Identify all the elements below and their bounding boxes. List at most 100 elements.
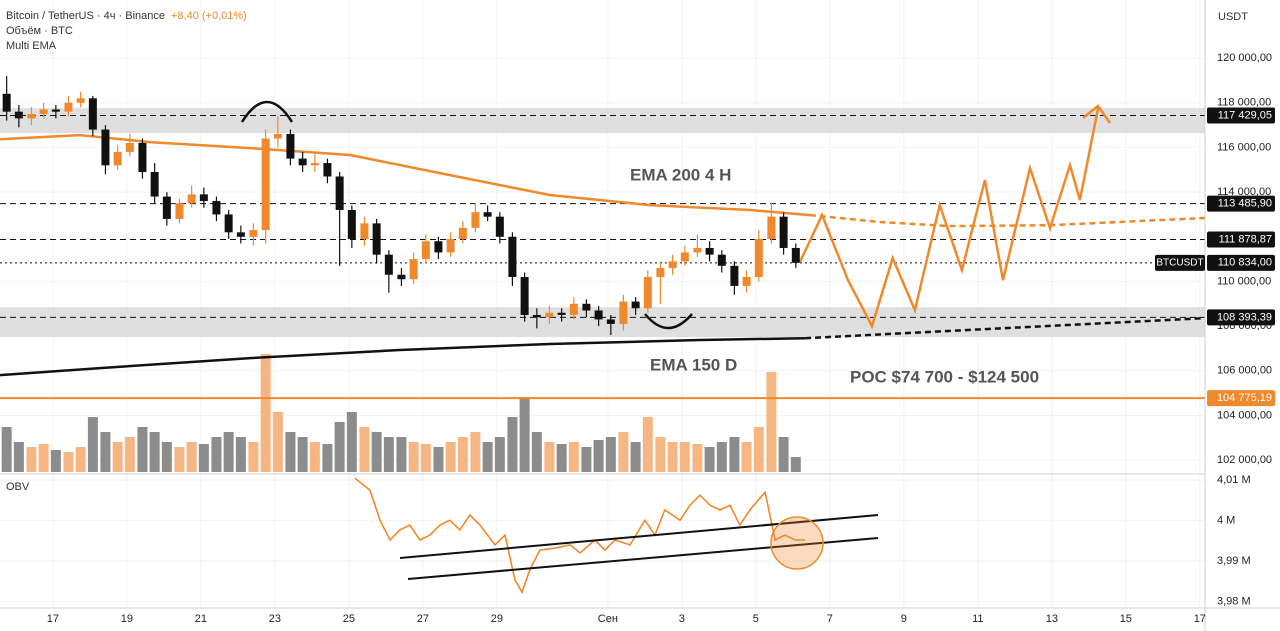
candle-body [717,254,726,266]
volume-bar [87,417,98,472]
candle-body [175,203,184,219]
candle-body [434,241,443,253]
y-tick-label: 104 000,00 [1217,409,1272,421]
volume-bar [63,452,74,472]
candle-body [323,163,332,177]
bottom-arc [644,313,693,330]
volume-bar [433,447,444,472]
candle-body [39,109,48,114]
volume-bar [161,442,172,472]
y-tick-label: 118 000,00 [1217,97,1271,109]
candle-body [298,158,307,166]
volume-bar [223,432,234,472]
candle-body [187,194,196,204]
volume-bar [26,447,37,472]
candle-body [261,138,270,231]
obv-tick-label: 4 M [1217,514,1235,526]
candle-body [212,201,221,215]
x-tick-label: 7 [827,613,833,625]
candle-body [483,212,492,217]
volume-bar [297,437,308,472]
volume-bar [470,432,481,472]
legend-item: Multi EMA [6,40,57,52]
volume-bar [605,437,616,472]
candle-body [125,142,134,152]
candle-body [532,314,541,318]
y-tick-label: 116 000,00 [1217,141,1271,153]
x-tick-label: 3 [679,613,685,625]
forecast-arrowhead [1082,104,1112,124]
candle-body [88,98,97,130]
volume-bar [568,442,579,472]
y-tick-label: 106 000,00 [1217,365,1272,377]
obv-label: OBV [6,481,30,493]
candle-body [273,134,282,139]
volume-bar [753,427,764,472]
candle-body [2,93,11,112]
x-tick-label: 25 [343,613,355,625]
volume-bar [741,442,752,472]
volume-bar [272,412,283,472]
volume [1,354,801,472]
volume-bar [174,447,185,472]
volume-bar [396,437,407,472]
candle-body [606,319,615,324]
volume-bar [457,437,468,472]
candle-body [779,216,788,248]
candle-body [335,176,344,210]
annotation: EMA 200 4 H [630,165,731,184]
candle-body [742,276,751,286]
price-level-badge [1207,195,1275,212]
volume-bar [50,450,61,472]
line [798,107,1100,330]
x-tick-label: 9 [901,613,907,625]
y-tick-label: 102 000,00 [1217,454,1272,466]
candle-body [64,102,73,112]
price-level-label: 108 393,39 [1217,311,1272,323]
annotation: POC $74 700 - $124 500 [850,367,1039,386]
candle-body [594,310,603,320]
line [0,133,811,217]
price-change: +8,40 (+0,01%) [171,10,247,22]
obv-tick-label: 3,98 M [1217,595,1251,607]
obv-channel-bottom [407,537,879,580]
x-tick-label: 13 [1046,613,1058,625]
volume-bar [260,354,271,472]
volume-bar [408,442,419,472]
volume-bar [198,444,209,472]
price-level-label: 104 775,19 [1217,392,1272,404]
candle-body [51,109,60,112]
volume-bar [248,442,259,472]
volume-bar [778,437,789,472]
volume-bar [149,432,160,472]
candle-body [668,261,677,269]
candle-body [421,241,430,260]
candle-body [138,142,147,173]
volume-bar [679,442,690,472]
volume-bar [235,437,246,472]
volume-bar [137,427,148,472]
candle-body [508,236,517,277]
volume-bar [716,442,727,472]
candle-body [471,212,480,228]
obv-tick-label: 4,01 M [1217,474,1251,486]
volume-bar [371,432,382,472]
volume-bar [692,444,703,472]
y-tick-label: 110 000,00 [1217,275,1271,287]
candle-body [27,113,36,119]
x-tick-label: 29 [491,613,503,625]
price-level-label: 110 834,00 [1218,257,1272,269]
legend-item: Объём · BTC [6,25,73,37]
x-tick-label: 21 [195,613,207,625]
candle-body [545,312,554,318]
volume-bar [322,444,333,472]
volume-bar [482,442,493,472]
candle-body [360,223,369,240]
volume-bar [729,437,740,472]
volume-bar [531,432,542,472]
candle-body [520,276,529,315]
volume-bar [334,422,345,472]
x-tick-label: 5 [753,613,759,625]
volume-bar [75,447,86,472]
